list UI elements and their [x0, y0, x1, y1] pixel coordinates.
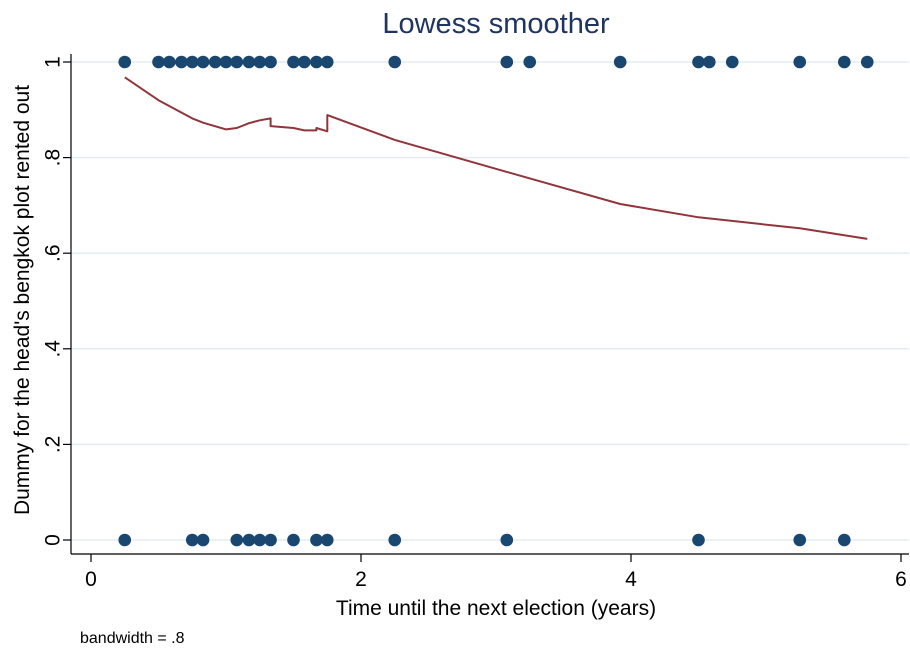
scatter-point-3 [175, 55, 188, 69]
lowess-smooth-line [124, 76, 868, 240]
scatter-point-32 [264, 533, 277, 547]
y-tick-label-5: 1 [42, 56, 65, 68]
scatter-point-36 [388, 533, 402, 547]
axis-ticks: 0 2 4 6 0 .2 .4 .6 .8 1 [42, 56, 907, 591]
scatter-point-2 [163, 55, 176, 69]
scatter-point-6 [208, 55, 222, 69]
y-axis-title: Dummy for the head's bengkok plot rented… [11, 85, 34, 515]
scatter-point-8 [230, 55, 244, 69]
y-tick-label-3: .6 [42, 244, 65, 262]
x-tick-label-1: 2 [355, 568, 367, 591]
scatter-point-39 [793, 533, 807, 547]
y-tick-label-1: .2 [42, 436, 65, 454]
scatter-point-22 [725, 55, 739, 69]
scatter-point-9 [242, 55, 256, 69]
scatter-point-37 [500, 533, 514, 547]
scatter-point-12 [287, 55, 300, 69]
scatter-point-34 [310, 533, 323, 547]
scatter-point-35 [320, 533, 334, 547]
scatter-point-28 [196, 533, 210, 547]
scatter-point-27 [185, 533, 199, 547]
scatter-point-20 [692, 55, 705, 69]
x-axis-title: Time until the next election (years) [336, 597, 656, 620]
scatter-point-26 [118, 533, 132, 547]
scatter-point-11 [264, 55, 277, 69]
scatter-point-15 [320, 55, 334, 69]
scatter-point-5 [196, 55, 210, 69]
scatter-point-4 [185, 55, 199, 69]
scatter-point-30 [242, 533, 256, 547]
scatter-point-25 [860, 55, 874, 69]
scatter-point-33 [287, 533, 300, 547]
scatter-point-23 [793, 55, 807, 69]
scatter-point-29 [230, 533, 244, 547]
x-tick-label-3: 6 [895, 568, 907, 591]
scatter-point-24 [838, 55, 851, 69]
x-tick-label-2: 4 [625, 568, 637, 591]
scatter-point-16 [388, 55, 402, 69]
scatter-points [118, 55, 874, 547]
scatter-point-17 [500, 55, 514, 69]
scatter-point-1 [152, 55, 165, 69]
scatter-point-38 [692, 533, 705, 547]
axes [70, 54, 909, 555]
x-tick-label-0: 0 [85, 568, 97, 591]
scatter-point-19 [613, 55, 627, 69]
chart-title: Lowess smoother [382, 8, 610, 40]
scatter-point-0 [118, 55, 132, 69]
lowess-line-layer [124, 76, 868, 240]
scatter-point-40 [838, 533, 851, 547]
scatter-point-18 [523, 55, 537, 69]
scatter-point-14 [310, 55, 323, 69]
scatter-point-21 [703, 55, 716, 69]
scatter-point-10 [253, 55, 267, 69]
y-tick-label-4: .8 [42, 149, 65, 167]
scatter-point-13 [298, 55, 311, 69]
y-tick-label-2: .4 [42, 340, 65, 358]
scatter-point-7 [219, 55, 233, 69]
y-tick-label-0: 0 [42, 534, 65, 546]
scatter-point-31 [253, 533, 267, 547]
bandwidth-note: bandwidth = .8 [80, 630, 185, 647]
